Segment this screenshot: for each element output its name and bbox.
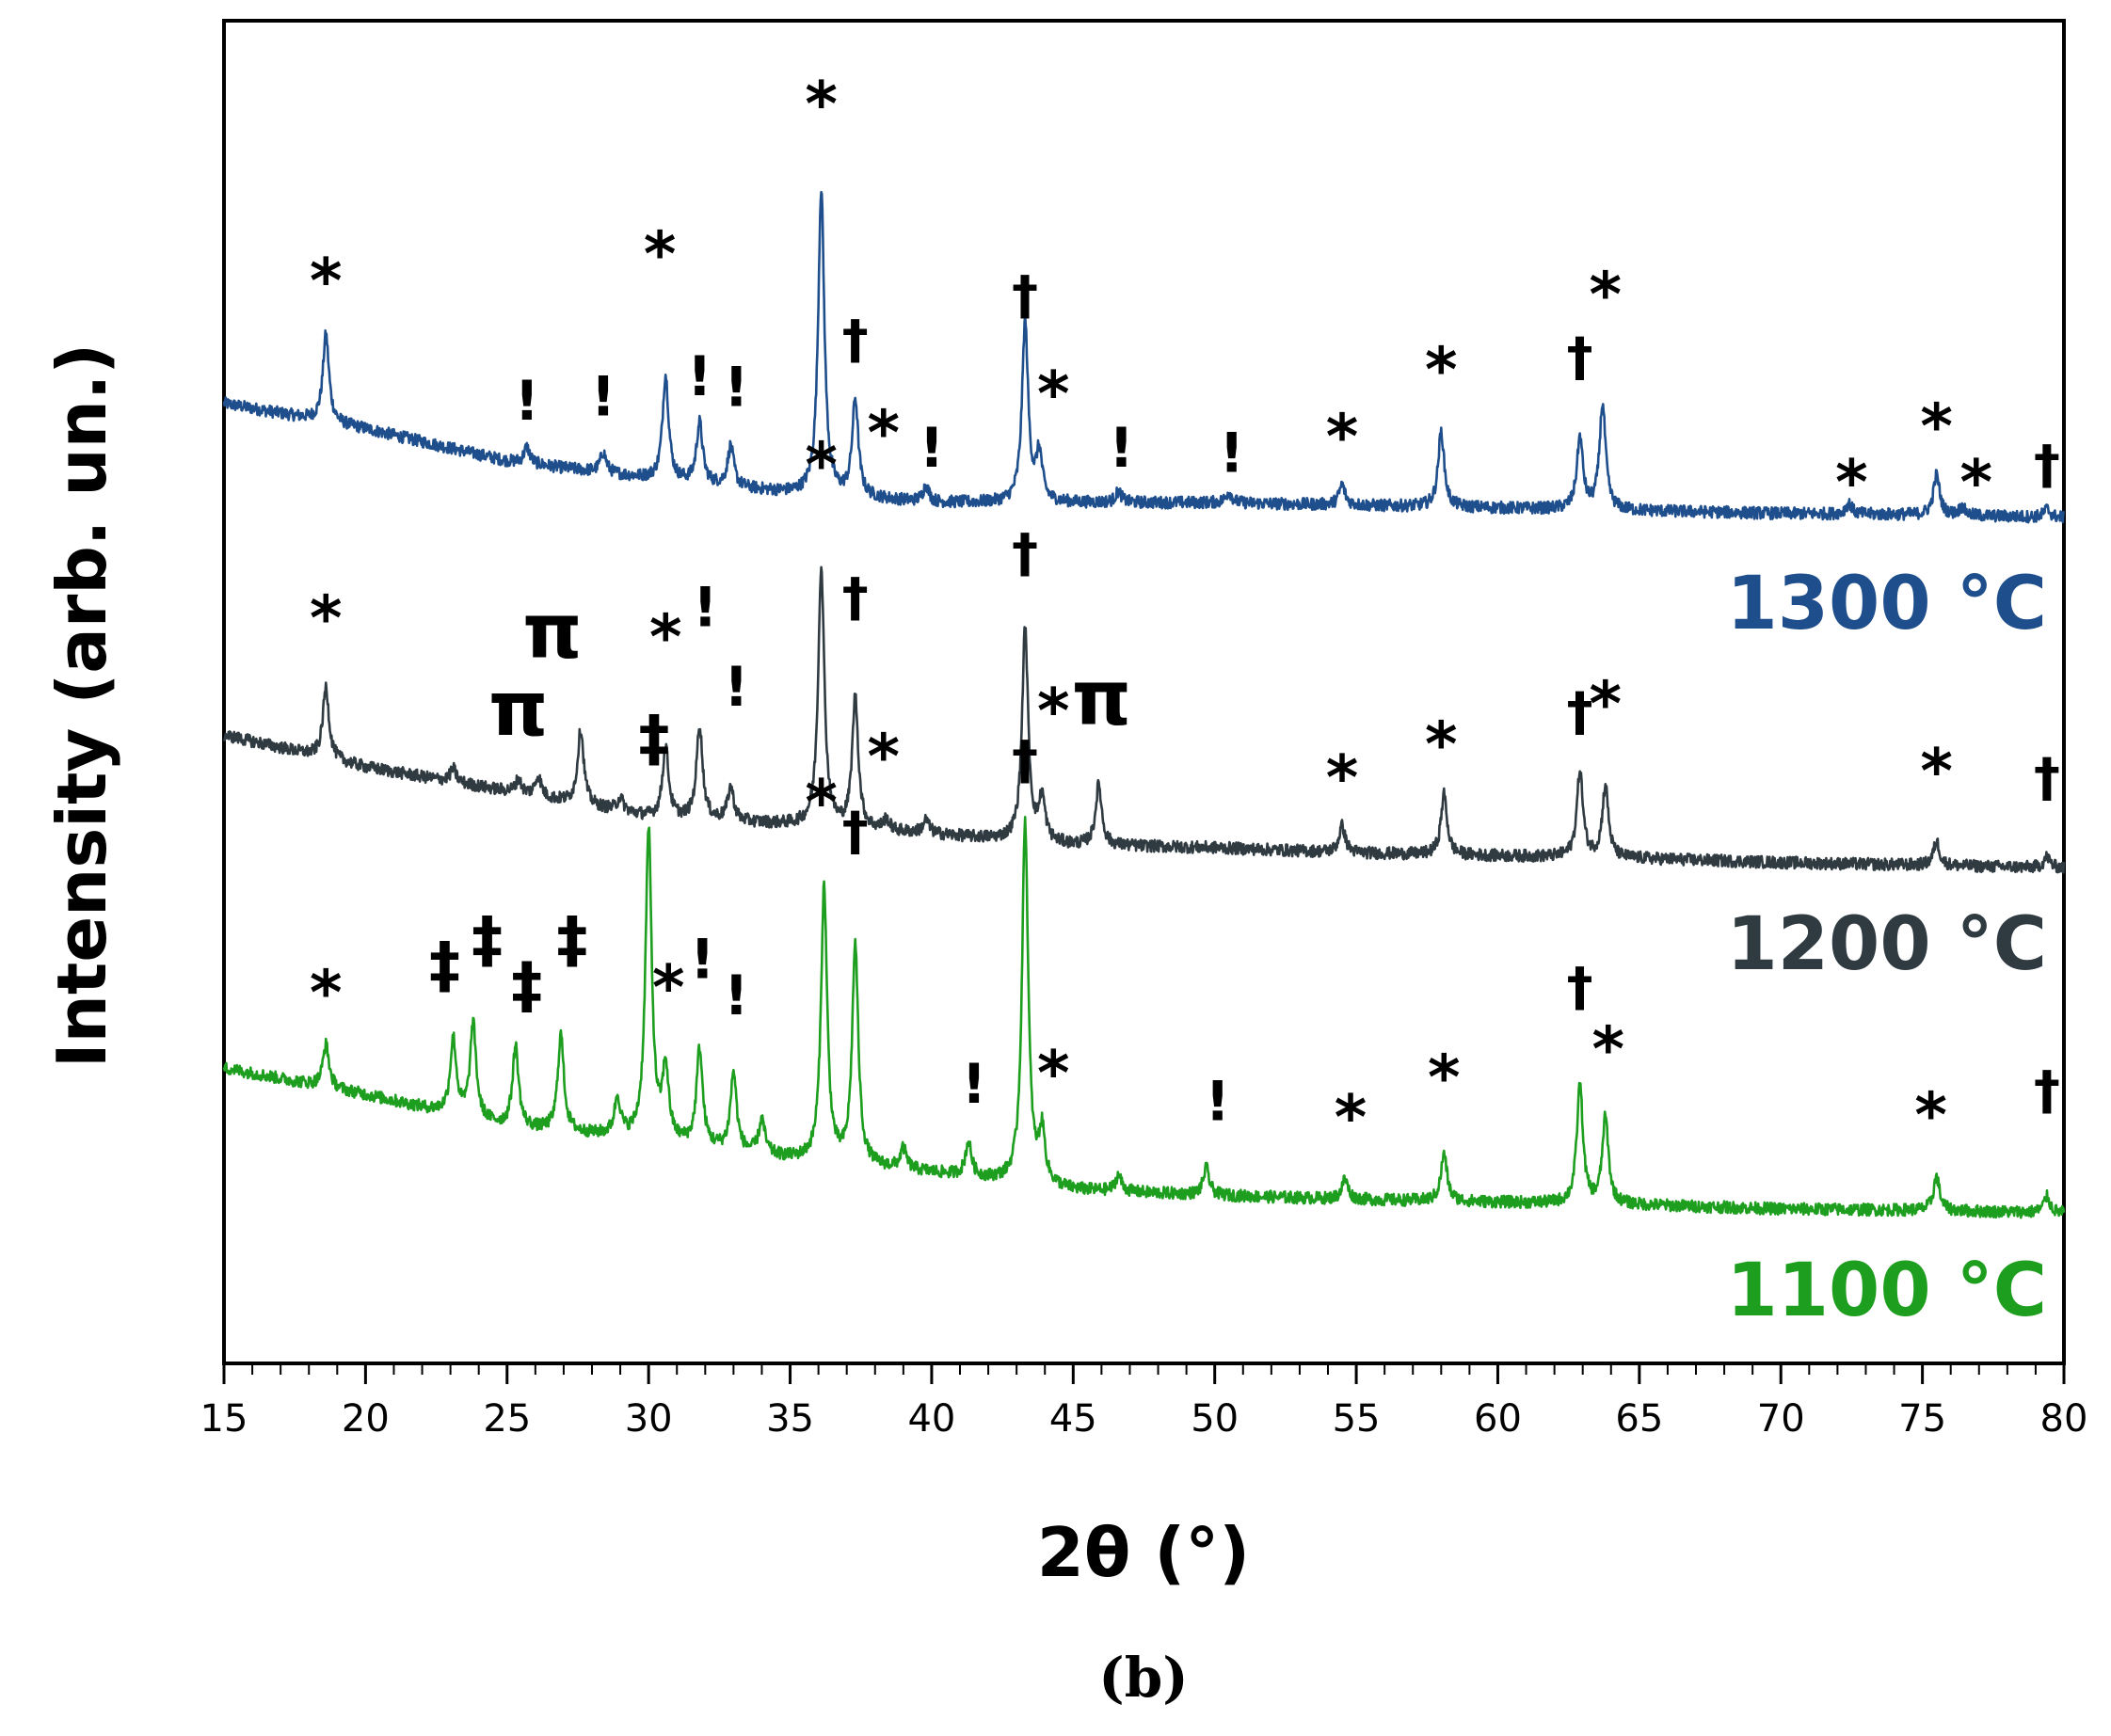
panel-label: (b) bbox=[1098, 1646, 1188, 1710]
series-label-3: 1100 °C bbox=[1727, 1249, 2048, 1333]
plot-frame bbox=[222, 19, 2066, 1365]
x-tick-label: 40 bbox=[907, 1397, 955, 1441]
peak-marker: * bbox=[868, 397, 901, 470]
peak-marker: † bbox=[2034, 1060, 2060, 1122]
x-tick-label: 45 bbox=[1049, 1397, 1097, 1441]
peak-marker: † bbox=[1012, 265, 1038, 326]
peak-marker: * bbox=[1592, 1013, 1625, 1086]
x-tick-label: 25 bbox=[483, 1397, 531, 1441]
peak-marker: ! bbox=[1220, 421, 1244, 485]
x-tick-label: 75 bbox=[1898, 1397, 1946, 1441]
peak-marker: * bbox=[1589, 259, 1622, 331]
peak-marker: † bbox=[1567, 957, 1593, 1018]
peak-marker: † bbox=[842, 801, 869, 862]
peak-marker: * bbox=[1037, 1038, 1070, 1110]
peak-marker: ‡ bbox=[511, 948, 542, 1021]
peak-marker: ! bbox=[724, 655, 748, 719]
x-axis-title: 2θ (°) bbox=[1037, 1513, 1250, 1592]
peak-marker: * bbox=[644, 218, 677, 291]
peak-marker: ! bbox=[724, 964, 748, 1027]
peak-marker: * bbox=[1037, 358, 1070, 431]
x-tick-label: 50 bbox=[1191, 1397, 1239, 1441]
peak-marker: * bbox=[1835, 447, 1868, 519]
x-tick-label: 55 bbox=[1333, 1397, 1381, 1441]
peak-marker: * bbox=[1914, 1079, 1947, 1152]
series-layer bbox=[222, 190, 2066, 1219]
peak-marker: ! bbox=[1109, 416, 1133, 480]
peak-marker: ! bbox=[515, 369, 539, 433]
peak-marker: ‡ bbox=[556, 903, 587, 976]
x-tick-label: 30 bbox=[625, 1397, 673, 1441]
peak-marker: * bbox=[652, 951, 685, 1024]
peak-marker: * bbox=[1326, 742, 1359, 815]
peak-marker: * bbox=[649, 601, 682, 674]
peak-marker: * bbox=[310, 246, 343, 318]
series-line-1 bbox=[222, 190, 2066, 524]
peak-marker: * bbox=[1425, 334, 1458, 406]
peak-marker: * bbox=[1335, 1082, 1367, 1155]
peak-marker: † bbox=[2034, 435, 2060, 496]
x-tick-label: 70 bbox=[1757, 1397, 1805, 1441]
peak-marker: π bbox=[1072, 655, 1131, 742]
x-tick-label: 60 bbox=[1474, 1397, 1522, 1441]
peak-marker: ‡ bbox=[472, 903, 503, 976]
peak-marker: † bbox=[842, 567, 869, 629]
peak-marker: ! bbox=[591, 365, 616, 429]
peak-marker: * bbox=[1037, 675, 1070, 747]
peak-marker: * bbox=[1920, 390, 1953, 463]
peak-marker: * bbox=[805, 766, 838, 838]
peak-marker: * bbox=[310, 582, 343, 655]
x-tick-label: 20 bbox=[342, 1397, 390, 1441]
peak-marker: * bbox=[805, 68, 838, 140]
series-labels: 1300 °C 1200 °C 1100 °C bbox=[1727, 562, 2048, 1333]
peak-marker: ! bbox=[920, 416, 944, 480]
peak-marker: * bbox=[1425, 709, 1458, 781]
peak-marker: † bbox=[1567, 681, 1593, 742]
peak-marker: * bbox=[1589, 668, 1622, 741]
peak-marker: ! bbox=[724, 356, 748, 420]
peak-marker: * bbox=[1960, 447, 1993, 519]
x-axis-ticks: 15 20 25 30 35 40 45 50 55 60 65 70 75 80 bbox=[200, 1363, 2088, 1441]
peak-marker: * bbox=[1428, 1042, 1461, 1114]
x-tick-label: 15 bbox=[200, 1397, 248, 1441]
peak-marker: * bbox=[1326, 401, 1359, 473]
peak-marker: ! bbox=[1205, 1070, 1229, 1134]
x-tick-label: 65 bbox=[1615, 1397, 1663, 1441]
series-label-1: 1300 °C bbox=[1727, 562, 2048, 646]
x-tick-label: 35 bbox=[766, 1397, 814, 1441]
series-label-2: 1200 °C bbox=[1727, 902, 2048, 987]
peak-marker: π bbox=[488, 665, 548, 753]
peak-marker: * bbox=[868, 721, 901, 793]
peak-marker: π bbox=[522, 587, 582, 675]
peak-marker: † bbox=[842, 310, 869, 371]
peak-marker: ! bbox=[693, 576, 717, 640]
y-axis-title: Intensity (arb. un.) bbox=[42, 343, 121, 1068]
peak-marker: ! bbox=[687, 344, 712, 408]
peak-marker: † bbox=[1012, 523, 1038, 584]
peak-marker: ‡ bbox=[429, 929, 460, 1001]
peak-marker: * bbox=[310, 957, 343, 1029]
peak-markers: *! !*! !*†* !†*!! ** †**** †*ππ * !!*†*†* π* * †** †… bbox=[310, 68, 2060, 1154]
series-line-2 bbox=[222, 565, 2066, 874]
peak-marker: * bbox=[805, 429, 838, 502]
peak-marker: ! bbox=[962, 1052, 986, 1116]
peak-marker: * bbox=[1920, 736, 1953, 808]
peak-marker: † bbox=[1012, 730, 1038, 791]
peak-marker: † bbox=[1567, 327, 1593, 389]
peak-marker: † bbox=[2034, 747, 2060, 808]
series-line-3 bbox=[222, 816, 2066, 1219]
peak-marker: ‡ bbox=[639, 702, 670, 774]
x-tick-label: 80 bbox=[2040, 1397, 2088, 1441]
peak-marker: ! bbox=[690, 927, 714, 991]
